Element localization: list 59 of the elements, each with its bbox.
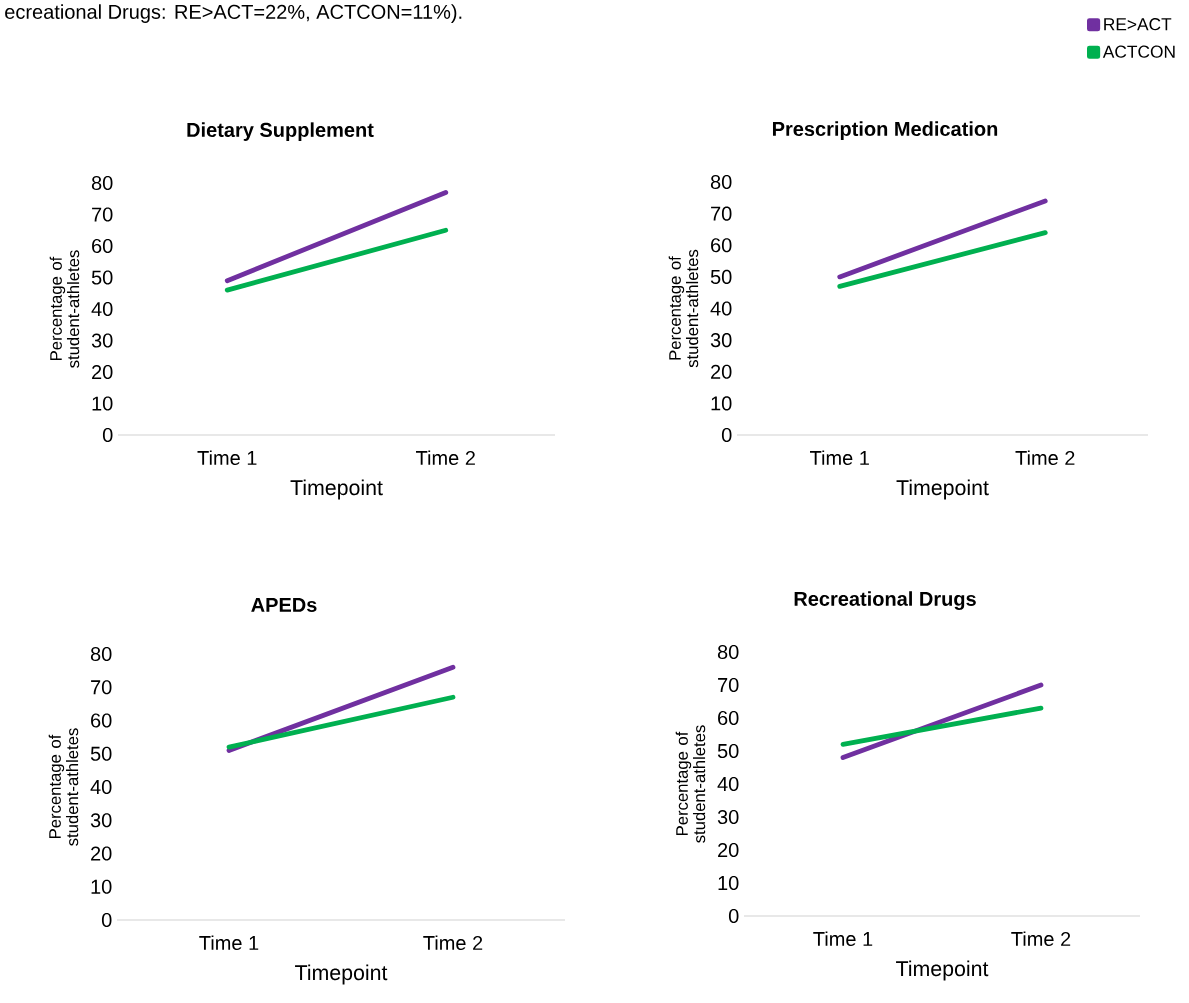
x-tick-label: Time 1 xyxy=(199,935,259,951)
x-tick-label: Time 2 xyxy=(1015,450,1075,466)
y-tick-label: 40 xyxy=(717,776,739,792)
x-tick-label: Time 2 xyxy=(1011,931,1071,947)
y-tick-label: 80 xyxy=(91,175,113,191)
chart-title: Dietary Supplement xyxy=(187,122,374,141)
x-axis-title: Timepoint xyxy=(295,964,388,985)
y-tick-label: 30 xyxy=(90,813,112,828)
y-tick-label: 50 xyxy=(717,743,739,759)
y-tick-label: 0 xyxy=(101,912,112,928)
legend-label: RE>ACT xyxy=(1104,18,1172,31)
chart-title: Prescription Medication xyxy=(772,121,998,140)
y-tick-label: 0 xyxy=(721,427,732,443)
x-tick-label: Time 1 xyxy=(810,450,869,466)
x-axis-title: Timepoint xyxy=(290,479,383,500)
y-tick-label: 60 xyxy=(711,238,732,253)
y-tick-label: 60 xyxy=(92,238,113,254)
y-axis-title: Percentage of student-athletes xyxy=(49,250,80,368)
y-tick-label: 40 xyxy=(90,779,112,795)
y-tick-label: 10 xyxy=(718,875,739,891)
x-tick-label: Time 1 xyxy=(813,931,873,947)
y-axis-title: Percentage of student-athletes xyxy=(48,728,79,846)
y-tick-label: 80 xyxy=(717,644,739,660)
y-tick-label: 20 xyxy=(92,364,113,380)
y-axis-title: Percentage of student-athletes xyxy=(668,249,699,368)
x-axis-title: Timepoint xyxy=(896,479,989,500)
chart-title: Recreational Drugs xyxy=(794,591,976,610)
x-tick-label: Time 2 xyxy=(416,450,475,466)
chart-title: APEDs xyxy=(251,598,317,612)
y-tick-label: 50 xyxy=(90,746,112,761)
y-tick-label: 50 xyxy=(91,270,113,285)
y-tick-label: 20 xyxy=(718,842,739,858)
y-tick-label: 10 xyxy=(711,396,732,411)
y-tick-label: 60 xyxy=(718,710,739,726)
y-tick-label: 80 xyxy=(90,646,112,662)
y-tick-label: 70 xyxy=(711,206,732,221)
y-tick-label: 0 xyxy=(728,908,739,924)
y-tick-label: 10 xyxy=(91,879,112,894)
y-tick-label: 30 xyxy=(91,333,113,348)
y-tick-label: 40 xyxy=(710,301,732,316)
y-axis-title: Percentage of student-athletes xyxy=(675,725,706,843)
x-tick-label: Time 2 xyxy=(423,935,483,951)
y-tick-label: 70 xyxy=(91,680,112,695)
y-tick-label: 70 xyxy=(92,207,113,222)
y-tick-label: 30 xyxy=(717,809,739,825)
y-tick-label: 50 xyxy=(710,269,732,284)
y-tick-label: 0 xyxy=(102,427,113,443)
y-tick-label: 40 xyxy=(91,301,113,317)
y-tick-label: 30 xyxy=(710,333,732,348)
y-tick-label: 60 xyxy=(91,713,112,728)
legend-label: ACTCON xyxy=(1102,45,1175,58)
x-axis-title: Timepoint xyxy=(896,960,989,981)
x-tick-label: Time 1 xyxy=(197,450,257,466)
text: ecreational Drugs: RE>ACT=22%, ACTCON=11%). xyxy=(5,4,462,23)
y-tick-label: 80 xyxy=(710,174,732,190)
y-tick-label: 20 xyxy=(711,364,732,379)
y-tick-label: 70 xyxy=(718,677,739,693)
y-tick-label: 10 xyxy=(92,396,113,411)
y-tick-label: 20 xyxy=(91,846,112,861)
